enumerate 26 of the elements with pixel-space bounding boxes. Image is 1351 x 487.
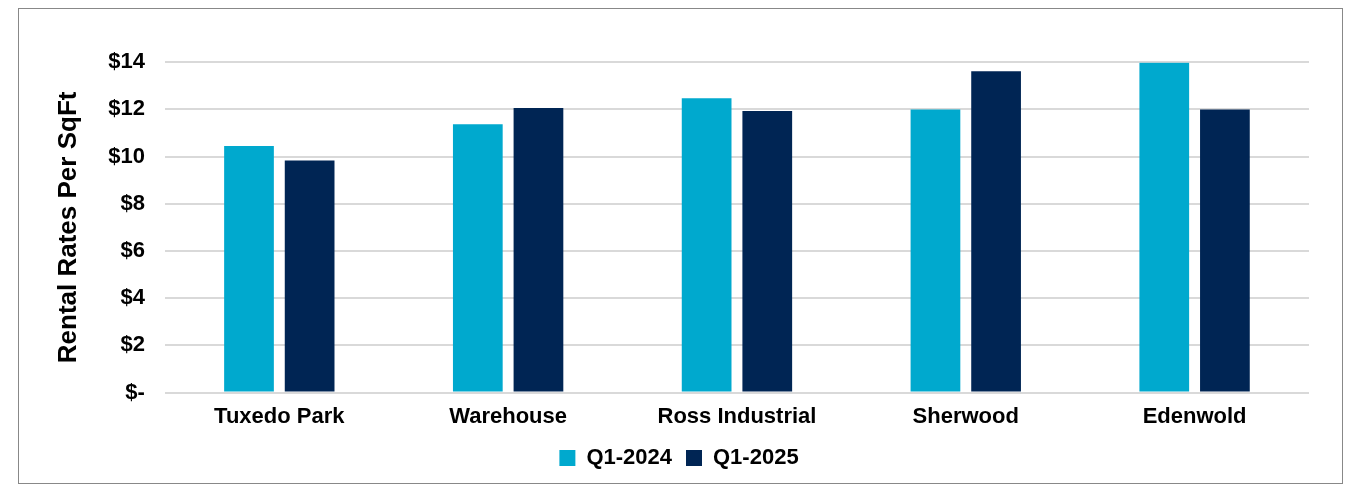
bar (742, 111, 793, 392)
bar (681, 98, 732, 392)
bar (224, 145, 274, 392)
bar (513, 107, 564, 392)
bar (452, 124, 503, 392)
y-tick-label: $8 (120, 189, 145, 215)
legend-label: Q1-2024 (586, 444, 673, 470)
bar (971, 71, 1021, 392)
x-tick-label: Warehouse (449, 402, 568, 428)
x-tick-label: Tuxedo Park (214, 402, 346, 428)
bar (1139, 62, 1190, 392)
y-tick-label: $- (125, 378, 145, 404)
y-tick-label: $6 (120, 237, 145, 263)
y-tick-label: $10 (108, 142, 145, 168)
bar (1200, 109, 1250, 392)
x-tick-label: Ross Industrial (657, 402, 817, 428)
legend-label: Q1-2025 (713, 444, 799, 470)
x-tick-label: Edenwold (1142, 402, 1247, 428)
x-tick-label: Sherwood (912, 402, 1019, 428)
y-axis-title: Rental Rates Per SqFt (51, 91, 82, 364)
y-tick-label: $14 (108, 48, 146, 74)
y-tick-label: $12 (108, 95, 145, 121)
bar (910, 109, 961, 392)
y-tick-label: $2 (120, 331, 145, 357)
bar (284, 160, 335, 392)
y-tick-label: $4 (120, 284, 146, 310)
